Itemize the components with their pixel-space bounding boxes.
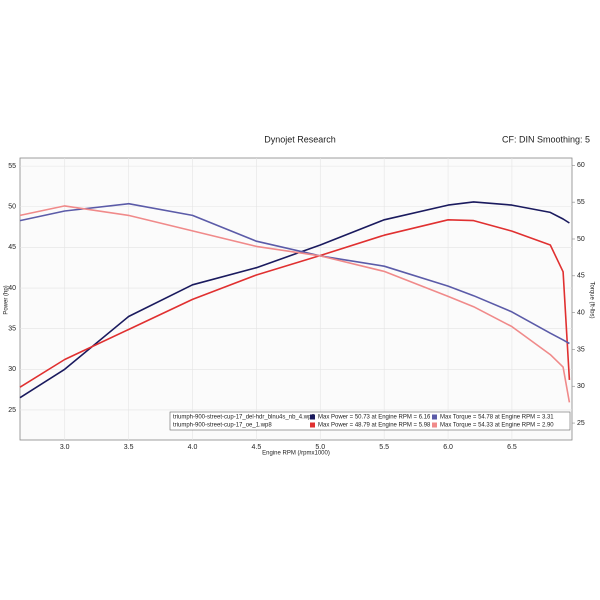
y2-tick-label: 30	[577, 383, 585, 390]
y2-axis-label: Torque (ft-lbs)	[588, 281, 594, 318]
y2-tick-label: 35	[577, 346, 585, 353]
plot-area	[19, 157, 573, 441]
legend-max-power: Max Power = 48.79 at Engine RPM = 5.98	[318, 423, 431, 429]
y-tick-label: 30	[8, 366, 16, 373]
y-tick-label: 45	[8, 244, 16, 251]
legend-max-torque: Max Torque = 54.78 at Engine RPM = 3.31	[440, 415, 554, 421]
x-tick-label: 5.5	[379, 444, 389, 451]
x-tick-label: 5.0	[315, 444, 325, 451]
series-line	[19, 219, 571, 388]
y2-tick-label: 25	[577, 420, 585, 427]
y2-tick-label: 55	[577, 199, 585, 206]
y-axis-label: Power (hp)	[4, 285, 10, 314]
x-tick-label: 6.0	[443, 444, 453, 451]
legend-max-torque: Max Torque = 54.33 at Engine RPM = 2.90	[440, 423, 554, 429]
legend-max-power: Max Power = 50.73 at Engine RPM = 6.16	[318, 415, 431, 421]
y2-tick-label: 60	[577, 162, 585, 169]
legend-box	[169, 411, 571, 431]
series-line	[19, 205, 571, 403]
x-tick-label: 6.5	[507, 444, 517, 451]
legend-swatch	[310, 414, 315, 420]
x-tick-label: 4.0	[188, 444, 198, 451]
y2-tick-label: 45	[577, 273, 585, 280]
legend-swatch	[310, 422, 315, 428]
series-line	[19, 202, 570, 345]
y2-tick-label: 50	[577, 236, 585, 243]
chart-subtitle: CF: DIN Smoothing: 5	[502, 134, 590, 144]
series-line	[19, 201, 570, 399]
y-tick-label: 55	[8, 163, 16, 170]
y-tick-label: 50	[8, 204, 16, 211]
legend-swatch	[432, 414, 437, 420]
y-tick-label: 35	[8, 326, 16, 333]
x-tick-label: 3.0	[60, 444, 70, 451]
legend-file: triumph-900-street-cup-17_oe_1.wp8	[173, 423, 272, 429]
x-tick-label: 3.5	[124, 444, 134, 451]
x-axis-label: Engine RPM (/rpmx1000)	[262, 451, 330, 457]
legend-file: triumph-900-street-cup-17_del-hdr_blnu4s…	[173, 415, 315, 421]
y2-tick-label: 40	[577, 309, 585, 316]
y-tick-label: 25	[8, 407, 16, 414]
y-tick-label: 40	[8, 285, 16, 292]
chart-title: Dynojet Research	[264, 134, 336, 144]
x-tick-label: 4.5	[252, 444, 262, 451]
legend-swatch	[432, 422, 437, 428]
